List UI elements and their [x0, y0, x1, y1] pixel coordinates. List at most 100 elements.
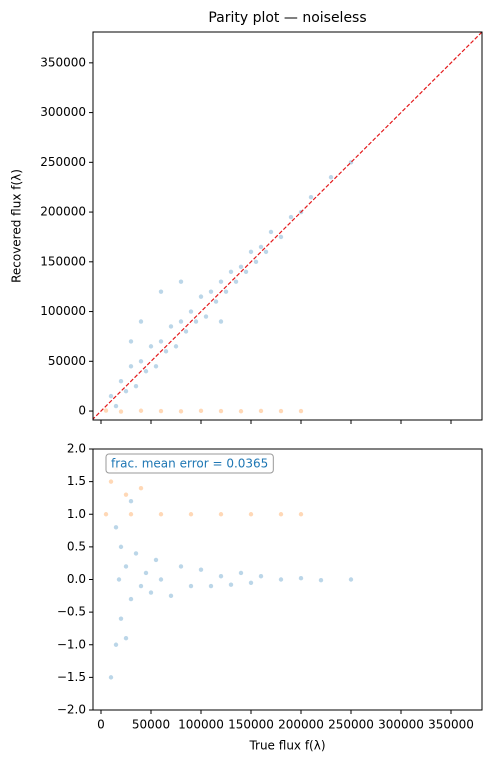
y-tick-label: 2.0: [67, 442, 86, 456]
point: [116, 577, 122, 582]
point: [168, 593, 174, 599]
x-axis-label: True flux f(λ): [248, 739, 325, 753]
point: [208, 583, 214, 589]
point: [213, 299, 219, 304]
point: [328, 175, 334, 180]
y-tick-label: 250000: [40, 155, 86, 169]
point: [158, 339, 164, 344]
point: [143, 570, 149, 576]
point: [318, 577, 324, 583]
point: [128, 364, 134, 369]
point: [243, 269, 249, 274]
point: [133, 383, 139, 389]
point: [188, 309, 194, 314]
y-tick-label: 150000: [40, 254, 86, 268]
x-tick-label: 150000: [228, 718, 274, 732]
point: [108, 479, 114, 484]
point: [263, 249, 269, 255]
point: [178, 564, 184, 569]
point: [298, 408, 304, 414]
point: [288, 214, 294, 220]
y-tick-label: −0.5: [57, 605, 86, 619]
point: [113, 403, 119, 409]
point: [178, 279, 184, 284]
point: [258, 408, 264, 414]
chart-title: Parity plot — noiseless: [208, 10, 366, 26]
point: [138, 583, 144, 589]
point: [128, 499, 134, 504]
point: [178, 409, 184, 414]
x-tick-label: 200000: [278, 718, 324, 732]
point: [238, 409, 244, 414]
y-tick-label: 0.0: [67, 572, 86, 586]
point: [218, 574, 224, 579]
y-tick-label: 1.5: [67, 474, 86, 488]
annotation: frac. mean error = 0.0365: [111, 457, 268, 471]
point: [183, 329, 189, 334]
axes-frame: [92, 448, 483, 711]
point: [248, 249, 254, 255]
point: [153, 557, 159, 563]
point: [278, 512, 284, 517]
point: [188, 512, 194, 517]
x-tick-label: 0: [97, 718, 105, 732]
point: [138, 485, 144, 491]
point: [238, 264, 244, 269]
point: [123, 492, 129, 497]
point: [133, 551, 139, 556]
point: [108, 393, 114, 399]
point: [198, 567, 204, 572]
point: [103, 512, 109, 517]
point: [138, 319, 144, 324]
y-tick-label: 0: [78, 404, 86, 418]
x-tick-label: 250000: [328, 718, 374, 732]
point: [118, 379, 124, 384]
point: [233, 279, 239, 284]
point: [298, 575, 304, 581]
point: [223, 289, 229, 294]
point: [143, 369, 149, 374]
point: [168, 324, 174, 329]
point: [203, 314, 209, 319]
point: [148, 590, 154, 595]
point: [348, 577, 354, 582]
point: [188, 583, 194, 589]
y-axis-label: Recovered flux f(λ): [10, 169, 24, 283]
point: [228, 269, 234, 274]
annotation-box: [105, 453, 274, 474]
point: [248, 512, 254, 517]
x-tick-label: 350000: [428, 718, 474, 732]
plot-area: [93, 32, 482, 420]
point: [118, 544, 124, 550]
axes-frame: [92, 31, 483, 421]
point: [113, 525, 119, 530]
point: [248, 580, 254, 585]
x-tick-label: 50000: [132, 718, 170, 732]
y-tick-label: 350000: [40, 55, 86, 69]
point: [218, 512, 224, 517]
y-tick-label: 1.0: [67, 507, 86, 521]
point: [298, 512, 304, 517]
point: [108, 675, 114, 680]
plot-area: [103, 466, 354, 680]
y-tick-label: 100000: [40, 304, 86, 318]
point: [218, 279, 224, 284]
point: [158, 512, 164, 517]
point: [278, 577, 284, 582]
point: [118, 409, 124, 414]
point: [173, 344, 179, 349]
point: [123, 636, 129, 641]
point: [138, 408, 144, 413]
point: [238, 570, 244, 576]
point: [278, 234, 284, 240]
y-tick-label: −1.0: [57, 637, 86, 651]
point: [193, 319, 199, 324]
point: [178, 319, 184, 324]
point: [158, 408, 164, 414]
point: [153, 364, 159, 369]
point: [128, 339, 134, 344]
y-tick-label: −2.0: [57, 703, 86, 717]
point: [228, 582, 234, 587]
point: [258, 244, 264, 250]
